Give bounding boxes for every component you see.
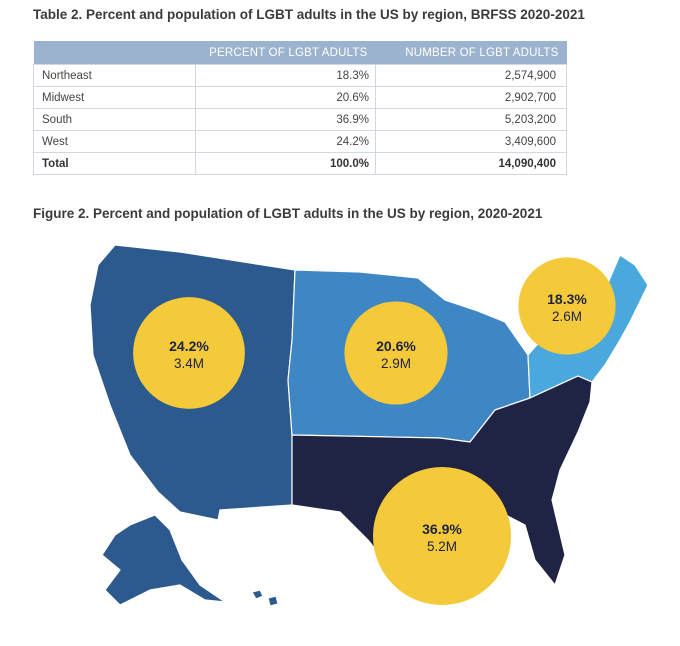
row-percent: 24.2%: [195, 130, 376, 153]
row-region: Northeast: [33, 64, 196, 87]
bubble-population-label-northeast: 2.6M: [552, 309, 582, 324]
bubble-south: [373, 467, 511, 605]
row-percent: 18.3%: [195, 64, 376, 87]
row-number: 5,203,200: [375, 108, 567, 131]
table-header-row: PERCENT OF LGBT ADULTS NUMBER OF LGBT AD…: [33, 41, 567, 65]
bubble-percent-label-midwest: 20.6%: [376, 338, 416, 354]
bubble-population-label-west: 3.4M: [174, 356, 204, 371]
row-number: 3,409,600: [375, 130, 567, 153]
row-region: Midwest: [33, 86, 196, 109]
header-number: NUMBER OF LGBT ADULTS: [375, 41, 567, 65]
bubble-west: [133, 297, 245, 409]
figure-caption: Figure 2. Percent and population of LGBT…: [33, 206, 543, 221]
row-percent: 20.6%: [195, 86, 376, 109]
region-west-alaska: [101, 514, 226, 606]
header-percent: PERCENT OF LGBT ADULTS: [195, 41, 376, 65]
bubble-population-label-south: 5.2M: [427, 539, 457, 554]
table-row: South 36.9% 5,203,200: [33, 108, 567, 131]
table-row: Midwest 20.6% 2,902,700: [33, 86, 567, 109]
row-region: West: [33, 130, 196, 153]
region-west-hawaii: [251, 589, 279, 607]
row-number: 2,574,900: [375, 64, 567, 87]
row-number: 14,090,400: [375, 152, 567, 175]
row-percent: 36.9%: [195, 108, 376, 131]
row-region: South: [33, 108, 196, 131]
bubble-population-label-midwest: 2.9M: [381, 356, 411, 371]
bubble-percent-label-west: 24.2%: [169, 338, 209, 354]
bubble-midwest: [344, 301, 448, 405]
header-region: [33, 41, 196, 65]
bubble-percent-label-south: 36.9%: [422, 521, 462, 537]
table-total-row: Total 100.0% 14,090,400: [33, 152, 567, 175]
bubble-northeast: [518, 257, 616, 355]
row-percent: 100.0%: [195, 152, 376, 175]
table-row: Northeast 18.3% 2,574,900: [33, 64, 567, 87]
region-table: PERCENT OF LGBT ADULTS NUMBER OF LGBT AD…: [33, 41, 567, 175]
us-region-map: 24.2% 3.4M 20.6% 2.9M 18.3% 2.6M 36.9% 5.2M: [89, 244, 649, 607]
table-row: West 24.2% 3,409,600: [33, 130, 567, 153]
row-number: 2,902,700: [375, 86, 567, 109]
row-region: Total: [33, 152, 196, 175]
bubble-percent-label-northeast: 18.3%: [547, 291, 587, 307]
table-caption: Table 2. Percent and population of LGBT …: [33, 7, 585, 22]
